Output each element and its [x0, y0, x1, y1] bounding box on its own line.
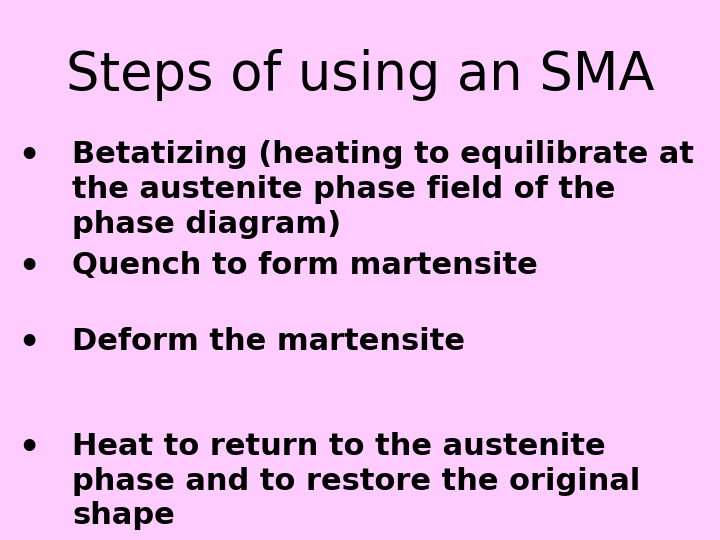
Text: •: •	[18, 140, 40, 173]
Text: Quench to form martensite: Quench to form martensite	[72, 251, 538, 280]
Text: •: •	[18, 251, 40, 284]
Text: •: •	[18, 327, 40, 360]
Text: Heat to return to the austenite
phase and to restore the original
shape: Heat to return to the austenite phase an…	[72, 432, 640, 530]
Text: Steps of using an SMA: Steps of using an SMA	[66, 49, 654, 100]
Text: •: •	[18, 432, 40, 465]
Text: Betatizing (heating to equilibrate at
the austenite phase field of the
phase dia: Betatizing (heating to equilibrate at th…	[72, 140, 694, 239]
Text: Deform the martensite: Deform the martensite	[72, 327, 465, 356]
